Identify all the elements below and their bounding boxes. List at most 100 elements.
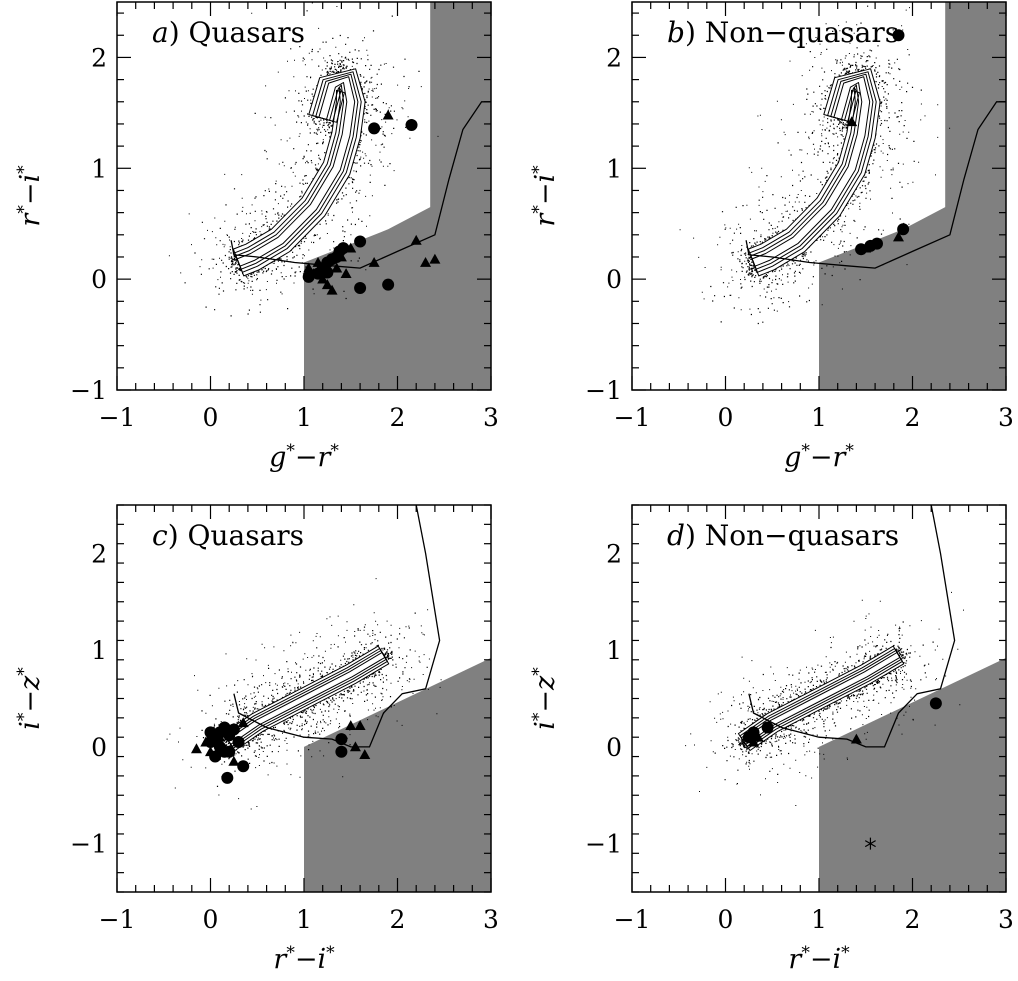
- density-contour: [742, 652, 901, 745]
- point-circle: [897, 223, 910, 236]
- point-triangle: [228, 755, 240, 766]
- y-tick-label: −1: [70, 376, 107, 405]
- axis-ticks: [631, 2, 1007, 391]
- point-triangle: [429, 253, 441, 264]
- point-triangle: [190, 743, 202, 754]
- y-tick-label: −1: [70, 830, 107, 859]
- y-tick-label: 2: [91, 43, 107, 72]
- x-axis-label: g*−r*: [269, 441, 339, 473]
- point-triangle: [359, 749, 371, 760]
- panel-title: d) Non−quasars: [667, 519, 899, 552]
- point-circle: [382, 278, 395, 291]
- x-axis-label: g*−r*: [784, 441, 854, 473]
- quasar-track-line: [748, 505, 956, 748]
- x-tick-label: 3: [998, 905, 1014, 934]
- panel-c: −1 0 1 2 3 −1 0 1 2 r*−i* i*−z* c) Quasars: [14, 504, 499, 975]
- y-tick-label: 2: [91, 539, 107, 568]
- point-triangle: [312, 257, 324, 267]
- point-circle: [335, 745, 348, 758]
- point-triangle: [846, 116, 858, 127]
- point-triangle: [345, 720, 357, 730]
- point-triangle: [317, 273, 329, 284]
- y-tick-label: 2: [606, 43, 622, 72]
- density-contour: [739, 648, 903, 749]
- point-circle: [354, 282, 367, 295]
- point-triangle: [892, 231, 904, 242]
- point-circle: [405, 119, 418, 132]
- x-tick-label: −1: [614, 905, 651, 934]
- y-tick-label: 1: [91, 154, 107, 183]
- point-triangle: [214, 731, 226, 742]
- x-axis-label: r*−i*: [788, 943, 850, 975]
- panel-a: −1 0 1 2 3 −1 0 1 2 g*−r* r*−i* a) Quasars: [14, 1, 499, 473]
- point-triangle: [410, 234, 422, 245]
- panel-title: a) Quasars: [152, 16, 305, 49]
- density-contour: [751, 76, 871, 267]
- x-tick-label: 1: [296, 403, 312, 432]
- point-triangle: [335, 251, 347, 262]
- point-triangle: [368, 257, 380, 267]
- y-tick-label: 1: [606, 154, 622, 183]
- point-triangle: [340, 268, 352, 278]
- panel-title: b) Non−quasars: [667, 16, 899, 49]
- x-tick-label: 3: [483, 905, 499, 934]
- point-circle: [892, 29, 905, 42]
- x-tick-label: 0: [718, 905, 734, 934]
- x-tick-label: −1: [99, 403, 136, 432]
- y-tick-label: 1: [606, 636, 622, 665]
- quasar-track-line: [230, 101, 491, 269]
- y-tick-label: 0: [91, 265, 107, 294]
- y-axis-label: i*−z*: [529, 667, 561, 730]
- y-axis-label: r*−i*: [529, 165, 561, 227]
- x-tick-label: 0: [203, 905, 219, 934]
- x-tick-label: 3: [483, 403, 499, 432]
- selection-region: [819, 2, 1006, 390]
- axis-ticks: [631, 504, 1007, 893]
- axis-ticks: [116, 2, 492, 391]
- x-tick-label: −1: [614, 403, 651, 432]
- point-circle: [221, 771, 234, 784]
- y-tick-label: −1: [585, 830, 622, 859]
- x-tick-label: 1: [811, 403, 827, 432]
- x-tick-label: 3: [998, 403, 1014, 432]
- y-tick-label: 1: [91, 636, 107, 665]
- point-circle: [929, 697, 942, 710]
- point-triangle: [382, 109, 394, 120]
- quasar-track-line: [745, 101, 1006, 269]
- point-triangle: [349, 741, 361, 752]
- x-tick-label: −1: [99, 905, 136, 934]
- x-tick-label: 2: [390, 905, 406, 934]
- x-tick-label: 1: [296, 905, 312, 934]
- y-axis-label: i*−z*: [14, 667, 46, 730]
- panel-b: −1 0 1 2 3 −1 0 1 2 g*−r* r*−i* b) Non−quasars: [529, 1, 1014, 473]
- point-circle: [335, 733, 348, 746]
- point-triangle: [200, 736, 212, 747]
- point-circle: [761, 721, 774, 734]
- density-contour: [750, 73, 874, 270]
- point-triangle: [303, 262, 315, 273]
- point-circle: [870, 237, 883, 250]
- point-circle: [227, 723, 240, 736]
- point-triangle: [321, 279, 333, 290]
- y-tick-label: 0: [91, 733, 107, 762]
- density-contour: [740, 650, 902, 747]
- y-axis-label: r*−i*: [14, 165, 46, 227]
- point-triangle: [860, 242, 872, 253]
- point-circle: [237, 760, 250, 773]
- y-tick-label: 0: [606, 733, 622, 762]
- point-triangle: [205, 746, 216, 757]
- density-contour: [749, 71, 877, 273]
- y-tick-label: 0: [606, 265, 622, 294]
- point-triangle: [345, 242, 357, 253]
- point-circle: [321, 266, 334, 279]
- point-circle: [368, 122, 381, 135]
- selection-region: [304, 657, 491, 892]
- density-contour: [235, 73, 359, 270]
- quasar-track-line: [233, 505, 441, 748]
- y-tick-label: −1: [585, 376, 622, 405]
- point-triangle: [752, 731, 764, 742]
- x-tick-label: 0: [718, 403, 734, 432]
- y-tick-label: 2: [606, 539, 622, 568]
- x-tick-label: 1: [811, 905, 827, 934]
